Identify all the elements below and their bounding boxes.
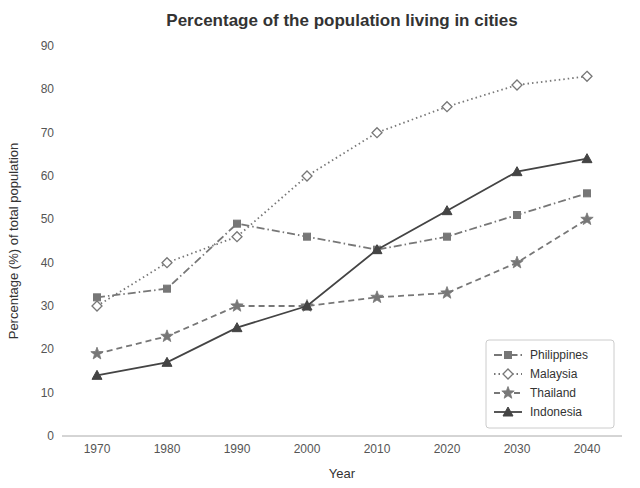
legend-frame [486,340,614,428]
data-point [514,212,521,219]
page: {"chart_data": { "type": "line", "title"… [0,0,640,488]
y-tick-label: 30 [41,299,55,313]
y-tick-label: 40 [41,256,55,270]
data-point [442,102,452,112]
data-point [231,300,243,312]
y-tick-label: 60 [41,169,55,183]
data-point [582,154,592,163]
x-tick-label: 1980 [154,442,181,456]
data-point [581,213,593,225]
x-tick-label: 2010 [364,442,391,456]
data-point [232,323,242,332]
data-point [441,287,453,299]
data-point [301,300,313,312]
plot-data [91,71,593,379]
x-tick-label: 2020 [434,442,461,456]
data-point [582,71,592,81]
y-tick-label: 70 [41,126,55,140]
data-point [91,347,103,359]
legend-marker [503,369,513,379]
series-line [97,193,587,297]
data-point [444,233,451,240]
series [91,213,593,359]
data-point [162,258,172,268]
data-point [161,330,173,342]
data-point [372,245,382,254]
legend-marker [502,387,514,399]
data-point [92,301,102,311]
data-point [164,285,171,292]
y-tick-label: 0 [47,429,54,443]
series [92,71,592,311]
chart: Percentage of the population living in c… [0,0,640,488]
legend: Philippines Malaysia Thailand Indonesia [486,340,614,428]
legend-label: Philippines [530,348,588,362]
x-axis-label: Year [329,466,356,481]
legend-label: Malaysia [530,367,578,381]
x-tick-label: 1990 [224,442,251,456]
y-tick-label: 80 [41,82,55,96]
background [0,0,640,488]
series [94,190,591,301]
legend-label: Indonesia [530,405,582,419]
data-point [94,294,101,301]
data-point [92,370,102,379]
x-axis-line [62,436,622,437]
series-line [97,219,587,353]
data-point [512,167,522,176]
x-tick-label: 1970 [84,442,111,456]
y-axis-label: Percentage (%) of total population [6,143,21,340]
x-tick-label: 2040 [574,442,601,456]
data-point [302,171,312,181]
series-line [97,76,587,306]
data-point [511,256,523,268]
data-point [162,357,172,366]
y-tick-label: 10 [41,386,55,400]
data-point [234,220,241,227]
data-point [371,291,383,303]
y-tick-label: 90 [41,39,55,53]
data-point [232,232,242,242]
title: Percentage of the population living in c… [166,11,517,30]
y-tick-label: 20 [41,342,55,356]
data-point [372,128,382,138]
x-tick-label: 2030 [504,442,531,456]
y-tick-label: 50 [41,212,55,226]
data-point [512,80,522,90]
data-point [302,301,312,310]
legend-marker [505,352,512,359]
x-tick-label: 2000 [294,442,321,456]
data-point [442,206,452,215]
data-point [584,190,591,197]
legend-marker [503,407,513,416]
data-point [304,233,311,240]
legend-label: Thailand [530,386,576,400]
